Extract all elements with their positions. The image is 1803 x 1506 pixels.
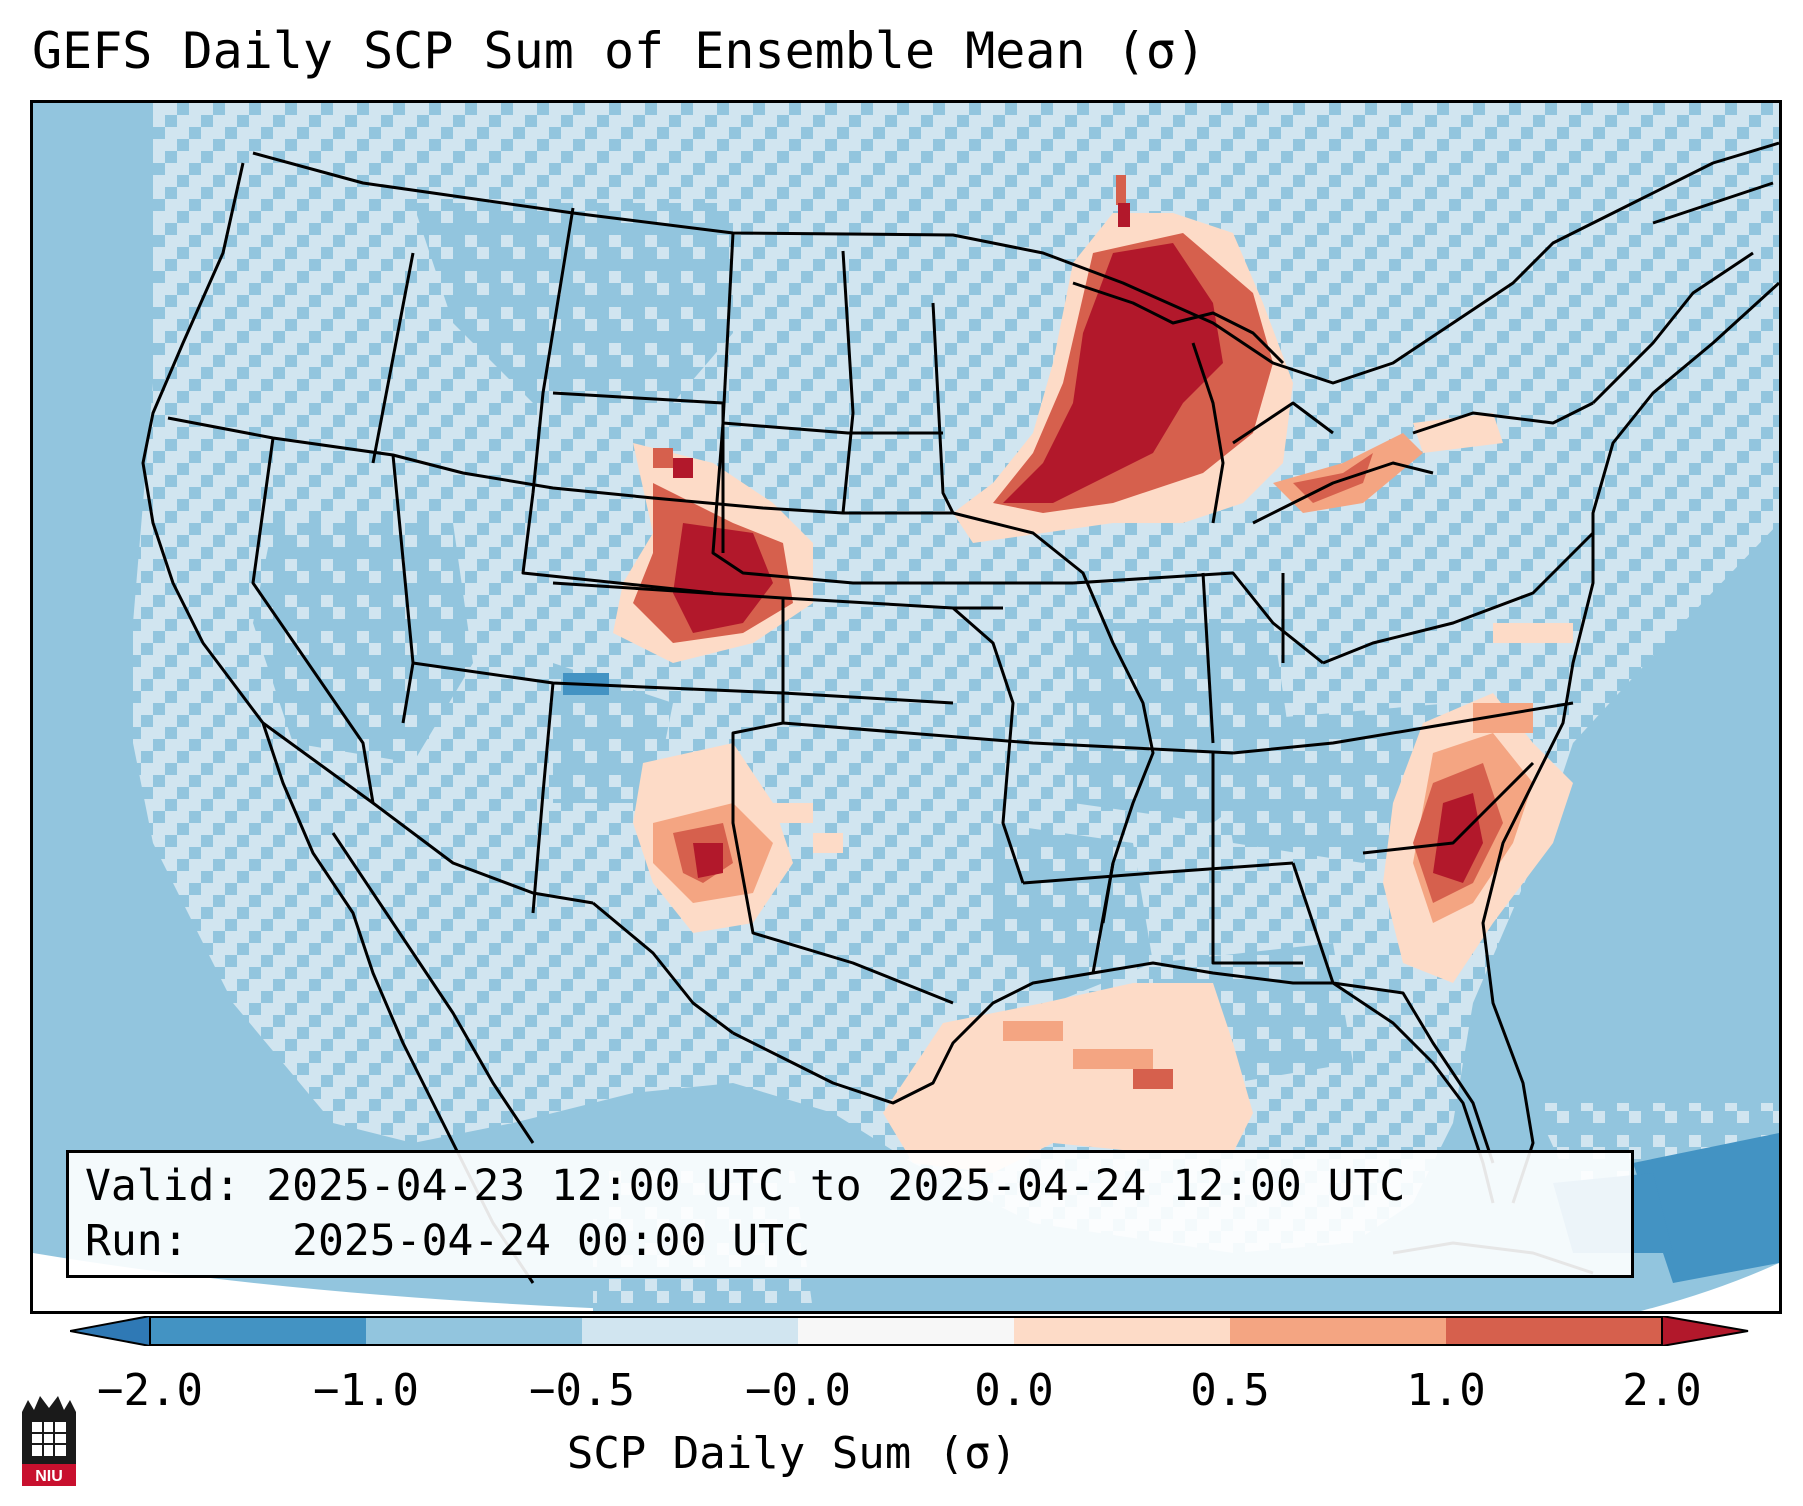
valid-time-box: Valid: 2025-04-23 12:00 UTC to 2025-04-2…	[66, 1150, 1634, 1278]
colorbar-seg-5	[1014, 1316, 1230, 1346]
logo-text: NIU	[35, 1468, 63, 1485]
projection-edge	[33, 1253, 666, 1311]
run-label: Run:	[85, 1216, 189, 1266]
tick-label: 0.5	[1190, 1365, 1270, 1416]
anomaly-gulf	[883, 983, 1253, 1173]
colorbar-extend-high	[1661, 1316, 1749, 1346]
colorbar-extend-low	[70, 1316, 151, 1346]
valid-range: 2025-04-23 12:00 UTC to 2025-04-24 12:00…	[266, 1161, 1406, 1211]
colorbar-seg-2	[366, 1316, 582, 1346]
colorbar-seg-1	[150, 1316, 366, 1346]
boundaries	[141, 141, 1779, 1284]
tick-label: 2.0	[1622, 1365, 1702, 1416]
tick-label: 0.0	[974, 1365, 1054, 1416]
tick-label: −2.0	[97, 1365, 203, 1416]
colorbar-label: SCP Daily Sum (σ)	[566, 1428, 1018, 1479]
valid-label: Valid:	[85, 1161, 241, 1211]
map-canvas	[33, 103, 1779, 1311]
map-panel	[30, 100, 1782, 1314]
tick-label: −0.0	[745, 1365, 851, 1416]
tick-label: −1.0	[313, 1365, 419, 1416]
tick-label: −0.5	[529, 1365, 635, 1416]
colorbar-seg-7	[1446, 1316, 1662, 1346]
chart-title: GEFS Daily SCP Sum of Ensemble Mean (σ)	[32, 22, 1206, 80]
niu-logo-icon: NIU	[22, 1396, 76, 1486]
tick-label: 1.0	[1406, 1365, 1486, 1416]
colorbar-seg-6	[1230, 1316, 1446, 1346]
run-time: 2025-04-24 00:00 UTC	[292, 1216, 810, 1266]
colorbar-seg-3	[582, 1316, 798, 1346]
colorbar	[70, 1316, 1749, 1346]
colorbar-seg-4	[798, 1316, 1014, 1346]
